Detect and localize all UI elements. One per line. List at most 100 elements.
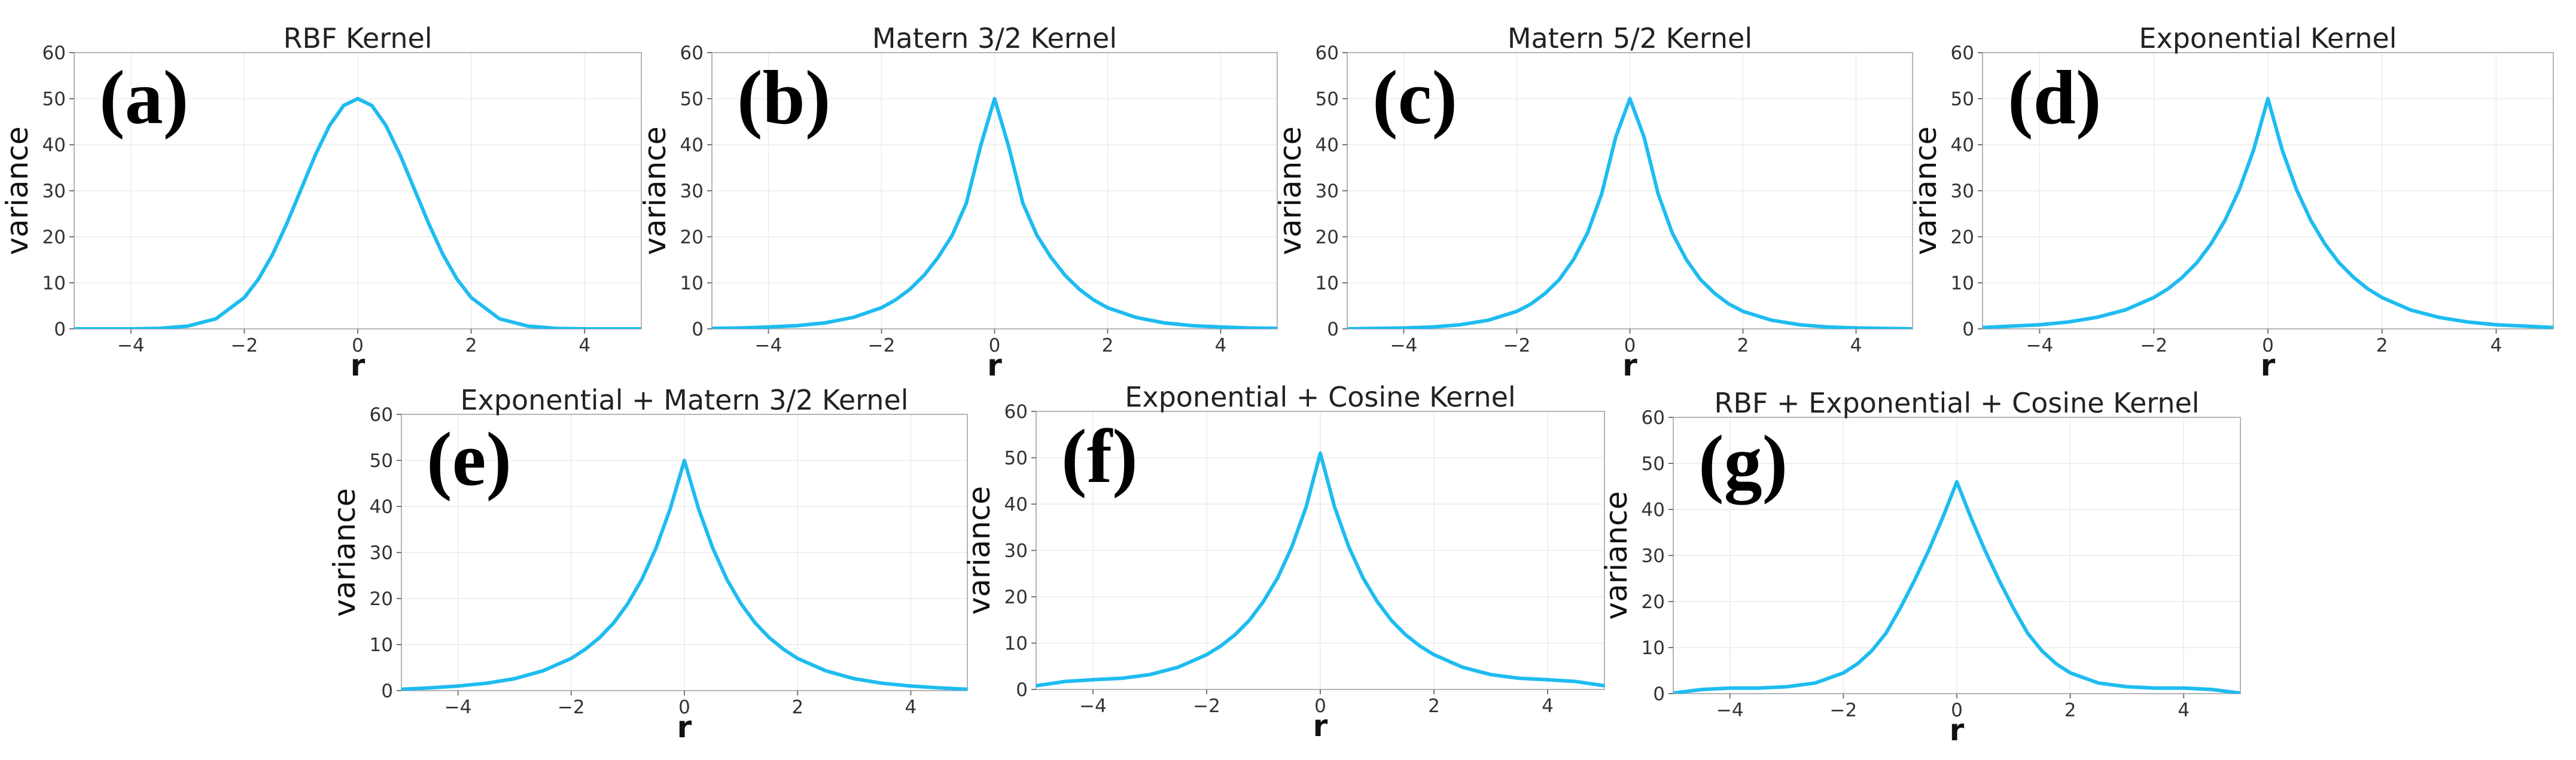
x-axis-label: r xyxy=(1313,709,1328,743)
y-tick-label: 0 xyxy=(1653,683,1665,705)
y-tick-label: 0 xyxy=(1962,319,1974,340)
x-tick-label: −2 xyxy=(1830,700,1858,721)
y-tick-label: 20 xyxy=(1642,591,1665,613)
y-tick-label: 60 xyxy=(1642,407,1665,429)
y-tick-label: 40 xyxy=(1642,499,1665,521)
kernel-curve xyxy=(401,459,967,691)
y-tick-label: 0 xyxy=(381,680,393,702)
y-tick-label: 30 xyxy=(1642,545,1665,567)
y-tick-label: 50 xyxy=(1951,88,1974,110)
y-axis-label: variance xyxy=(962,486,997,615)
x-tick-label: 4 xyxy=(1542,695,1554,717)
y-tick-label: 30 xyxy=(42,181,66,202)
y-tick-label: 10 xyxy=(680,273,704,294)
x-tick-label: 2 xyxy=(1102,335,1114,356)
kernel-curve xyxy=(74,97,641,329)
y-tick-label: 60 xyxy=(1951,42,1974,64)
y-axis-label: variance xyxy=(0,126,35,255)
y-tick-label: 50 xyxy=(1004,448,1028,469)
y-axis-label: variance xyxy=(327,488,362,616)
y-tick-label: 20 xyxy=(680,227,704,248)
x-tick-label: −4 xyxy=(1390,335,1418,356)
y-tick-label: 40 xyxy=(680,135,704,156)
y-tick-label: 20 xyxy=(42,227,66,248)
y-tick-label: 10 xyxy=(1004,633,1028,655)
panel-title: Exponential + Matern 3/2 Kernel xyxy=(460,384,908,416)
kernel-curve xyxy=(712,97,1277,329)
x-tick-label: 0 xyxy=(678,697,690,718)
y-tick-label: 50 xyxy=(680,88,704,110)
x-tick-label: 0 xyxy=(989,335,1001,356)
x-tick-label: −4 xyxy=(1716,700,1744,721)
x-axis-label: r xyxy=(677,710,692,744)
panel-letter-label: (f) xyxy=(1061,414,1138,499)
panel-title: RBF + Exponential + Cosine Kernel xyxy=(1714,387,2199,419)
y-tick-label: 10 xyxy=(1316,273,1339,294)
x-tick-label: 0 xyxy=(2262,335,2274,356)
y-tick-label: 0 xyxy=(54,319,66,340)
y-tick-label: 60 xyxy=(1004,401,1028,423)
panel-letter-label: (e) xyxy=(427,417,511,502)
x-tick-label: 0 xyxy=(1624,335,1636,356)
panel-title: Matern 5/2 Kernel xyxy=(1508,22,1752,54)
x-tick-label: −2 xyxy=(558,697,585,718)
x-tick-label: 4 xyxy=(578,335,590,356)
x-tick-label: −2 xyxy=(1503,335,1531,356)
x-tick-label: −4 xyxy=(2026,335,2054,356)
y-tick-label: 30 xyxy=(1316,181,1339,202)
y-tick-label: 60 xyxy=(680,42,704,64)
x-axis-label: r xyxy=(2261,348,2276,383)
y-tick-label: 10 xyxy=(370,634,393,656)
y-tick-label: 50 xyxy=(42,88,66,110)
y-tick-label: 40 xyxy=(42,135,66,156)
y-tick-label: 40 xyxy=(1951,135,1974,156)
x-tick-label: −2 xyxy=(868,335,896,356)
x-tick-label: 0 xyxy=(1314,695,1326,717)
x-tick-label: 2 xyxy=(2376,335,2388,356)
y-tick-label: 30 xyxy=(370,542,393,564)
y-axis-label: variance xyxy=(1273,126,1308,255)
y-tick-label: 20 xyxy=(370,588,393,610)
y-tick-label: 40 xyxy=(370,496,393,518)
y-tick-label: 30 xyxy=(1951,181,1974,202)
x-tick-label: 4 xyxy=(1215,335,1227,356)
y-tick-label: 10 xyxy=(42,273,66,294)
panel-letter-label: (a) xyxy=(99,55,188,140)
x-axis-label: r xyxy=(987,348,1002,383)
x-tick-label: 2 xyxy=(465,335,477,356)
kernel-curve xyxy=(1983,97,2553,329)
y-tick-label: 0 xyxy=(1327,319,1339,340)
panel-letter-label: (d) xyxy=(2008,55,2101,140)
y-tick-label: 40 xyxy=(1316,135,1339,156)
x-tick-label: 2 xyxy=(2065,700,2076,721)
x-tick-label: 0 xyxy=(352,335,364,356)
y-tick-label: 20 xyxy=(1316,227,1339,248)
panel-letter-label: (g) xyxy=(1698,420,1788,505)
panel-title: RBF Kernel xyxy=(283,22,432,54)
kernel-curve xyxy=(1347,97,1913,329)
x-tick-label: −4 xyxy=(444,697,472,718)
x-tick-label: −2 xyxy=(1193,695,1220,717)
y-tick-label: 40 xyxy=(1004,494,1028,515)
y-tick-label: 20 xyxy=(1004,587,1028,608)
y-tick-label: 10 xyxy=(1951,273,1974,294)
x-tick-label: −4 xyxy=(755,335,782,356)
x-tick-label: 2 xyxy=(791,697,803,718)
x-tick-label: 4 xyxy=(2178,700,2190,721)
panel-letter-label: (b) xyxy=(737,55,830,140)
y-tick-label: 30 xyxy=(1004,541,1028,562)
x-tick-label: 4 xyxy=(2490,335,2502,356)
panel-title: Exponential + Cosine Kernel xyxy=(1125,381,1515,413)
y-tick-label: 50 xyxy=(1642,453,1665,475)
panel-title: Matern 3/2 Kernel xyxy=(872,22,1117,54)
y-tick-label: 60 xyxy=(370,404,393,426)
panel-letter-label: (c) xyxy=(1372,55,1457,140)
x-tick-label: 0 xyxy=(1951,700,1963,721)
